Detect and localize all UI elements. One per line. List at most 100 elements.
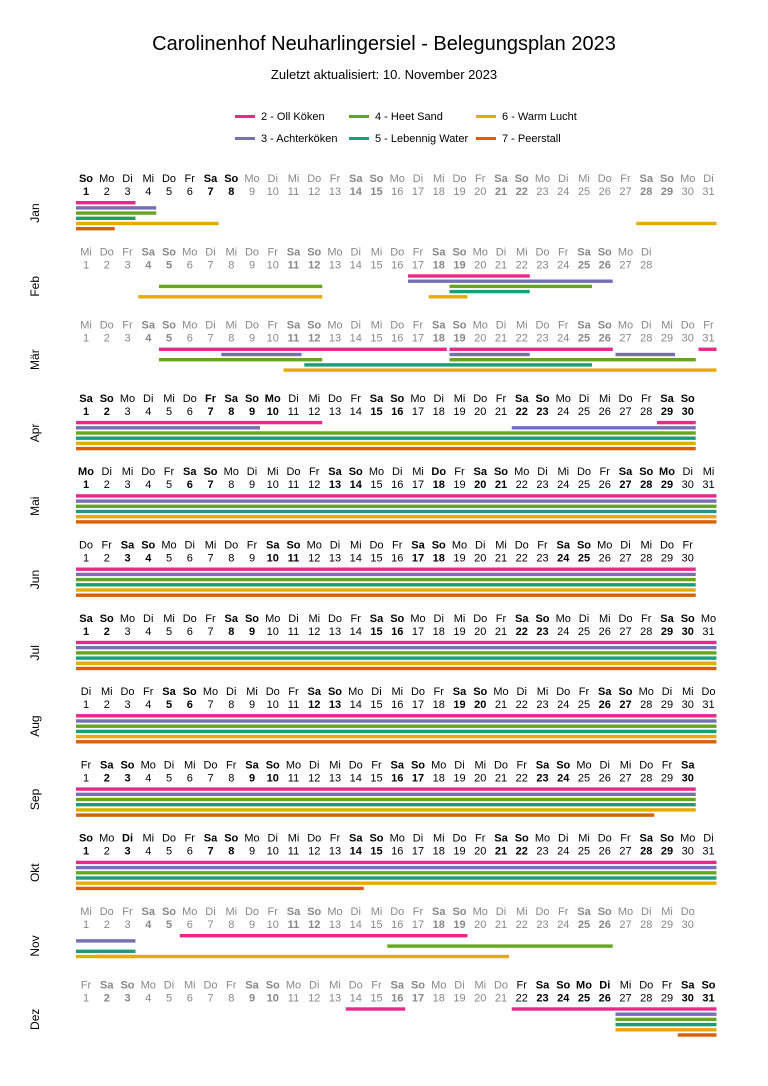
day-tick-label: 7 [207, 333, 213, 345]
day-tick-label: 8 [228, 186, 234, 198]
day-tick-label: 13 [329, 626, 341, 638]
weekday-tick-label: Di [413, 173, 423, 185]
day-tick-label: 26 [599, 406, 611, 418]
day-tick-label: 21 [495, 626, 507, 638]
weekday-tick-label: So [639, 466, 653, 478]
day-tick-label: 6 [187, 699, 193, 711]
weekday-tick-label: Di [683, 466, 693, 478]
weekday-tick-label: Mi [163, 613, 175, 625]
weekday-tick-label: Do [245, 320, 259, 332]
day-tick-label: 25 [578, 772, 590, 784]
day-tick-label: 6 [187, 553, 193, 565]
weekday-tick-label: So [100, 393, 114, 405]
weekday-tick-label: Mo [182, 906, 197, 918]
day-tick-label: 7 [207, 919, 213, 931]
weekday-tick-label: Fr [185, 173, 196, 185]
day-tick-label: 14 [350, 846, 363, 858]
day-tick-label: 3 [124, 259, 130, 271]
weekday-tick-label: Mi [225, 320, 237, 332]
day-tick-label: 19 [453, 772, 465, 784]
day-tick-label: 30 [682, 333, 694, 345]
booking-bar [76, 504, 717, 508]
day-tick-label: 20 [474, 846, 486, 858]
weekday-tick-label: Sa [660, 613, 674, 625]
day-tick-label: 19 [453, 699, 465, 711]
day-tick-label: 25 [578, 259, 590, 271]
weekday-tick-label: Di [599, 979, 610, 991]
day-tick-label: 5 [166, 992, 172, 1004]
month-label: Aug [28, 715, 42, 736]
day-tick-label: 25 [578, 699, 590, 711]
day-tick-label: 15 [370, 479, 382, 491]
day-tick-label: 19 [453, 333, 465, 345]
weekday-tick-label: Fr [226, 759, 237, 771]
day-tick-label: 29 [661, 333, 673, 345]
day-tick-label: 27 [619, 699, 631, 711]
weekday-tick-label: Mi [433, 173, 445, 185]
weekday-tick-label: Fr [268, 320, 279, 332]
weekday-tick-label: Mo [327, 320, 342, 332]
weekday-tick-label: Di [475, 540, 485, 552]
legend-label: 6 - Warm Lucht [502, 111, 577, 123]
day-tick-label: 27 [619, 406, 631, 418]
booking-bar [76, 567, 696, 571]
day-tick-label: 16 [391, 479, 403, 491]
weekday-tick-label: Mi [225, 906, 237, 918]
booking-bar [345, 1007, 406, 1011]
day-tick-label: 21 [495, 919, 507, 931]
weekday-tick-label: Sa [681, 759, 695, 771]
booking-bar [76, 216, 136, 220]
booking-bar [76, 646, 717, 650]
booking-bar [159, 284, 323, 289]
weekday-tick-label: Mi [516, 906, 528, 918]
weekday-tick-label: Mi [142, 833, 154, 845]
weekday-tick-label: Di [434, 393, 444, 405]
day-tick-label: 21 [495, 259, 507, 271]
month-label: Nov [28, 935, 42, 956]
weekday-tick-label: Mo [618, 320, 633, 332]
legend-item-series-2: 2 - Oll Köken [235, 110, 325, 124]
weekday-tick-label: Mo [141, 979, 156, 991]
day-tick-label: 7 [207, 479, 213, 491]
weekday-tick-label: Do [411, 686, 425, 698]
weekday-tick-label: Fr [434, 686, 445, 698]
weekday-tick-label: Di [454, 979, 464, 991]
weekday-tick-label: Sa [142, 906, 156, 918]
day-tick-label: 19 [453, 186, 465, 198]
day-tick-label: 21 [495, 699, 507, 711]
weekday-tick-label: Di [288, 613, 298, 625]
day-tick-label: 23 [536, 553, 548, 565]
day-tick-label: 24 [557, 919, 569, 931]
weekday-tick-label: Do [701, 686, 715, 698]
weekday-tick-label: Di [641, 246, 651, 258]
day-tick-label: 23 [536, 186, 548, 198]
month-panel-feb: FebMi1Do2Fr3Sa4So5Mo6Di7Mi8Do9Fr10Sa11So… [28, 246, 652, 299]
day-tick-label: 23 [536, 992, 548, 1004]
month-panel-jan: JanSo1Mo2Di3Mi4Do5Fr6Sa7So8Mo9Di10Mi11Do… [28, 173, 717, 231]
legend-swatch [349, 136, 369, 140]
month-label: Jan [28, 203, 42, 222]
weekday-tick-label: So [369, 833, 383, 845]
weekday-tick-label: Do [328, 613, 342, 625]
day-tick-label: 22 [516, 772, 528, 784]
day-tick-label: 1 [83, 186, 89, 198]
weekday-tick-label: Mi [599, 393, 611, 405]
weekday-tick-label: Do [639, 979, 653, 991]
booking-bar [76, 227, 115, 231]
weekday-tick-label: Fr [164, 466, 175, 478]
day-tick-label: 13 [329, 406, 341, 418]
day-tick-label: 4 [145, 479, 151, 491]
day-tick-label: 7 [207, 992, 213, 1004]
day-tick-label: 30 [682, 699, 694, 711]
day-tick-label: 2 [104, 553, 110, 565]
day-tick-label: 27 [619, 186, 631, 198]
weekday-tick-label: Fr [392, 540, 403, 552]
weekday-tick-label: Mi [288, 173, 300, 185]
booking-bar [428, 295, 468, 299]
day-tick-label: 29 [661, 699, 673, 711]
day-tick-label: 31 [702, 699, 714, 711]
weekday-tick-label: Mi [516, 246, 528, 258]
weekday-tick-label: So [556, 979, 570, 991]
day-tick-label: 27 [619, 553, 631, 565]
day-tick-label: 23 [536, 626, 548, 638]
